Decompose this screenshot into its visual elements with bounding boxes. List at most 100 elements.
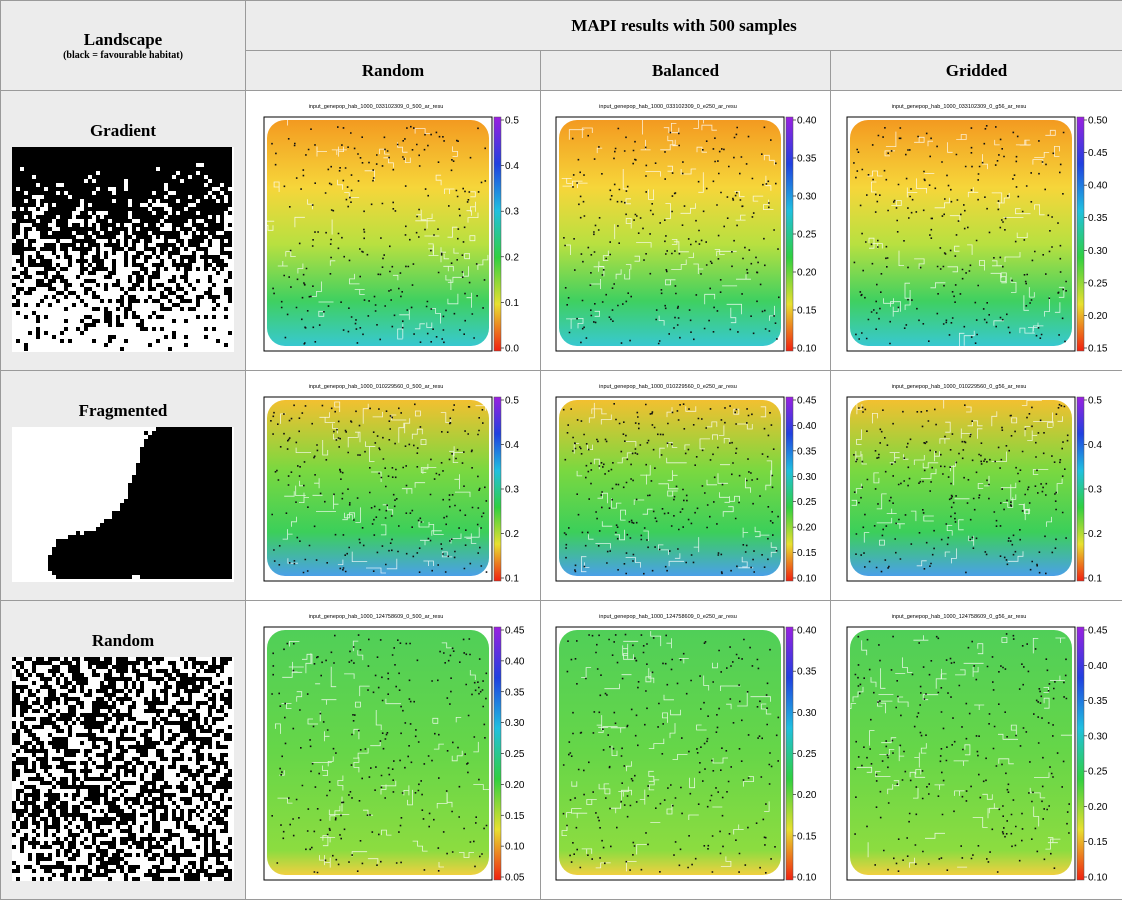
colorbar-label: 0.40 bbox=[1088, 660, 1108, 671]
colorbar-label: 0.45 bbox=[1088, 148, 1108, 159]
colorbar-label: 0.1 bbox=[1088, 573, 1102, 584]
mapi-plot: input_genepop_hab_1000_010229560_0_g56_a… bbox=[839, 379, 1114, 593]
colorbar-label: 0.35 bbox=[797, 446, 817, 457]
colorbar-label: 0.15 bbox=[1088, 343, 1108, 354]
colorbar-label: 0.25 bbox=[505, 749, 525, 760]
map-surface bbox=[267, 400, 489, 576]
colorbar-label: 0.10 bbox=[797, 872, 817, 883]
table-body: Gradient input_genepop_hab_1000_033102309… bbox=[1, 91, 1122, 900]
colorbar-label: 0.35 bbox=[505, 687, 525, 698]
colorbar-label: 0.0 bbox=[505, 343, 519, 354]
row-label-cell: Fragmented bbox=[1, 371, 246, 601]
colorbar-label: 0.3 bbox=[505, 484, 519, 495]
colorbar-label: 0.1 bbox=[505, 573, 519, 584]
landscape-map bbox=[12, 657, 234, 881]
colorbar-label: 0.25 bbox=[1088, 278, 1108, 289]
colorbar-label: 0.20 bbox=[1088, 801, 1108, 812]
colorbar bbox=[494, 627, 501, 880]
mapi-plot: input_genepop_hab_1000_010229560_0_500_a… bbox=[256, 379, 531, 593]
plot-title: input_genepop_hab_1000_010229560_0_e250_… bbox=[599, 384, 737, 390]
plot-cell: input_genepop_hab_1000_124758609_0_g56_a… bbox=[831, 601, 1122, 900]
colorbar-label: 0.10 bbox=[1088, 872, 1108, 883]
map-surface bbox=[850, 400, 1072, 576]
colorbar-label: 0.5 bbox=[505, 115, 519, 126]
colorbar bbox=[494, 117, 501, 351]
colorbar-label: 0.35 bbox=[797, 153, 817, 164]
row-label-cell: Random bbox=[1, 601, 246, 900]
colorbar-label: 0.30 bbox=[797, 191, 817, 202]
mapi-title: MAPI results with 500 samples bbox=[246, 1, 1122, 51]
landscape-note: (black = favourable habitat) bbox=[1, 50, 245, 61]
plot-title: input_genepop_hab_1000_033102309_0_g56_a… bbox=[892, 104, 1027, 110]
map-surface bbox=[850, 120, 1072, 346]
plot-title: input_genepop_hab_1000_033102309_0_500_a… bbox=[308, 104, 443, 110]
colorbar-label: 0.2 bbox=[505, 529, 519, 540]
landscape-header: Landscape (black = favourable habitat) bbox=[1, 1, 246, 91]
colorbar-label: 0.25 bbox=[1088, 766, 1108, 777]
colorbar-label: 0.35 bbox=[1088, 213, 1108, 224]
colorbar-label: 0.10 bbox=[505, 841, 525, 852]
plot-cell: input_genepop_hab_1000_010229560_0_g56_a… bbox=[831, 371, 1122, 601]
plot-cell: input_genepop_hab_1000_033102309_0_e250_… bbox=[541, 91, 831, 371]
colorbar-label: 0.20 bbox=[797, 267, 817, 278]
mapi-plot: input_genepop_hab_1000_033102309_0_e250_… bbox=[548, 99, 823, 363]
colorbar-label: 0.35 bbox=[797, 666, 817, 677]
colorbar-label: 0.30 bbox=[797, 471, 817, 482]
colorbar-label: 0.5 bbox=[505, 395, 519, 406]
colorbar-label: 0.15 bbox=[505, 810, 525, 821]
colorbar-label: 0.2 bbox=[1088, 529, 1102, 540]
column-header: Gridded bbox=[831, 51, 1122, 91]
colorbar-label: 0.5 bbox=[1088, 395, 1102, 406]
landscape-map bbox=[12, 427, 234, 582]
row-label-cell: Gradient bbox=[1, 91, 246, 371]
column-header: Balanced bbox=[541, 51, 831, 91]
colorbar-label: 0.20 bbox=[1088, 310, 1108, 321]
map-surface bbox=[559, 120, 781, 346]
colorbar-label: 0.10 bbox=[797, 573, 817, 584]
colorbar-label: 0.30 bbox=[505, 718, 525, 729]
colorbar-label: 0.20 bbox=[505, 779, 525, 790]
mapi-plot: input_genepop_hab_1000_124758609_0_500_a… bbox=[256, 609, 531, 892]
colorbar-label: 0.3 bbox=[505, 206, 519, 217]
colorbar-label: 0.3 bbox=[1088, 484, 1102, 495]
map-surface bbox=[850, 630, 1072, 875]
colorbar-label: 0.15 bbox=[797, 831, 817, 842]
colorbar bbox=[1077, 397, 1084, 581]
mapi-plot: input_genepop_hab_1000_033102309_0_500_a… bbox=[256, 99, 531, 363]
plot-cell: input_genepop_hab_1000_033102309_0_500_a… bbox=[246, 91, 541, 371]
plot-title: input_genepop_hab_1000_010229560_0_500_a… bbox=[308, 384, 443, 390]
colorbar-label: 0.40 bbox=[797, 420, 817, 431]
colorbar-label: 0.40 bbox=[797, 625, 817, 636]
colorbar-label: 0.05 bbox=[505, 872, 525, 883]
map-surface bbox=[559, 630, 781, 875]
colorbar-label: 0.4 bbox=[505, 440, 519, 451]
colorbar bbox=[786, 627, 793, 880]
colorbar-label: 0.4 bbox=[505, 161, 519, 172]
colorbar-label: 0.25 bbox=[797, 497, 817, 508]
colorbar bbox=[1077, 627, 1084, 880]
colorbar-label: 0.20 bbox=[797, 790, 817, 801]
plot-cell: input_genepop_hab_1000_010229560_0_500_a… bbox=[246, 371, 541, 601]
colorbar-label: 0.30 bbox=[1088, 245, 1108, 256]
colorbar-label: 0.15 bbox=[1088, 837, 1108, 848]
colorbar-label: 0.45 bbox=[797, 395, 817, 406]
colorbar bbox=[786, 117, 793, 351]
colorbar-label: 0.50 bbox=[1088, 115, 1108, 126]
plot-cell: input_genepop_hab_1000_033102309_0_g56_a… bbox=[831, 91, 1122, 371]
colorbar-label: 0.2 bbox=[505, 252, 519, 263]
colorbar-label: 0.15 bbox=[797, 305, 817, 316]
plot-cell: input_genepop_hab_1000_124758609_0_e250_… bbox=[541, 601, 831, 900]
map-surface bbox=[267, 120, 489, 346]
plot-cell: input_genepop_hab_1000_010229560_0_e250_… bbox=[541, 371, 831, 601]
plot-title: input_genepop_hab_1000_124758609_0_500_a… bbox=[308, 614, 443, 620]
colorbar-label: 0.30 bbox=[797, 707, 817, 718]
mapi-plot: input_genepop_hab_1000_124758609_0_g56_a… bbox=[839, 609, 1114, 892]
row-label: Fragmented bbox=[1, 401, 245, 421]
colorbar-label: 0.40 bbox=[1088, 180, 1108, 191]
plot-title: input_genepop_hab_1000_124758609_0_g56_a… bbox=[892, 614, 1027, 620]
colorbar-label: 0.25 bbox=[797, 229, 817, 240]
colorbar-label: 0.25 bbox=[797, 749, 817, 760]
data-row: Fragmented input_genepop_hab_1000_0102295… bbox=[1, 371, 1122, 601]
colorbar-label: 0.45 bbox=[1088, 625, 1108, 636]
